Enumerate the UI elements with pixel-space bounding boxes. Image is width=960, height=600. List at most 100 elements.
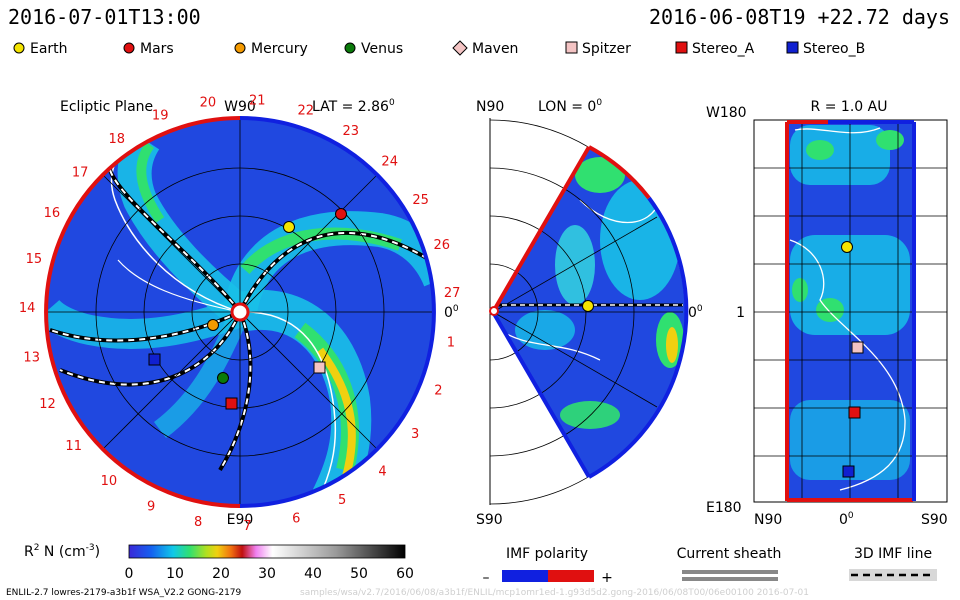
meridional-top-left: N90 — [476, 99, 504, 115]
imf-polarity-positive — [548, 570, 594, 582]
legend-mercury-label: Mercury — [251, 41, 308, 57]
carrington-label: 3 — [411, 427, 419, 442]
carrington-label: 1 — [447, 336, 455, 351]
ecliptic-rim-negative — [44, 116, 241, 508]
colorbar-ticks: 0 10 20 30 40 50 60 — [125, 566, 414, 582]
meridional-rim-north — [491, 145, 591, 314]
carrington-label: 12 — [39, 397, 56, 412]
carrington-label: 23 — [343, 124, 360, 139]
ecliptic-spitzer-marker — [313, 361, 326, 374]
latlon-bottom-left: E180 — [706, 500, 742, 516]
sheath-line-b — [682, 577, 778, 581]
latlon-stereo-b-marker — [842, 465, 855, 478]
colorbar-tick-label: 0 — [125, 566, 134, 582]
timestamp: 2016-07-01T13:00 — [8, 5, 201, 29]
colorbar-gradient — [128, 544, 406, 559]
imf-polarity-negative — [502, 570, 548, 582]
carrington-label: 26 — [434, 238, 451, 253]
ecliptic-rim-positive — [239, 116, 436, 508]
ecliptic-stereo-a-marker — [225, 397, 238, 410]
legend-stereo-b-label: Stereo_B — [803, 41, 865, 57]
carrington-label: 24 — [381, 155, 398, 170]
imf3d-title: 3D IMF line — [854, 546, 932, 562]
legend-venus-marker — [344, 42, 356, 54]
latlon-top-left: W180 — [706, 105, 747, 121]
legend-mars-marker — [123, 42, 135, 54]
meridional-rim-outer — [588, 196, 689, 479]
carrington-label: 27 — [444, 286, 461, 301]
colorbar-label: R2 N (cm-3) — [24, 543, 100, 560]
colorbar-tick-label: 50 — [350, 566, 368, 582]
colorbar-tick-label: 20 — [212, 566, 230, 582]
legend-mercury-marker — [234, 42, 246, 54]
imf-plus: + — [601, 570, 613, 586]
legend-mars-label: Mars — [140, 41, 174, 57]
colorbar-tick-label: 10 — [166, 566, 184, 582]
latlon-spitzer-marker — [851, 341, 864, 354]
legend-earth-label: Earth — [30, 41, 68, 57]
latlon-mid-left: 1 — [736, 305, 745, 321]
carrington-label: 25 — [412, 193, 429, 208]
latlon-stereo-a-marker — [848, 406, 861, 419]
ecliptic-mars-marker — [335, 208, 347, 220]
legend-spitzer-marker — [565, 41, 578, 54]
footer-faint: samples/wsa/v2.7/2016/06/08/a3b1f/ENLIL/… — [300, 588, 809, 598]
meridional-panel: N90 LON = 00 — [476, 98, 703, 528]
sheath-line-a — [682, 570, 778, 574]
legend-spitzer-label: Spitzer — [582, 41, 631, 57]
imf-minus: – — [483, 570, 490, 586]
latlon-x-left: N90 — [754, 512, 782, 528]
carrington-label: 11 — [65, 439, 82, 454]
ecliptic-earth-marker — [283, 221, 295, 233]
latlon-density-blobs — [789, 125, 910, 491]
run-info: 2016-06-08T19 +22.72 days — [649, 5, 950, 29]
ecliptic-title: Ecliptic Plane — [60, 99, 153, 115]
carrington-label: 2 — [434, 384, 442, 399]
imf-legend: IMF polarity – + Current sheath 3D IMF l… — [483, 546, 937, 586]
ecliptic-panel: Ecliptic Plane W90 LAT = 2.860 — [19, 94, 461, 534]
ecliptic-density-field — [46, 118, 434, 506]
latlon-x-mid: 00 — [839, 511, 854, 528]
sheath-title: Current sheath — [677, 546, 782, 562]
legend: Earth Mars Mercury Venus Maven Spitzer S… — [13, 40, 865, 57]
colorbar-tick-label: 30 — [258, 566, 276, 582]
ecliptic-top-label: W90 — [224, 99, 256, 115]
carrington-label: 10 — [101, 474, 118, 489]
legend-venus-label: Venus — [361, 41, 403, 57]
meridional-earth-marker — [582, 300, 594, 312]
carrington-label: 19 — [152, 109, 169, 124]
carrington-label: 21 — [249, 94, 266, 109]
latlon-earth-marker — [841, 241, 853, 253]
colorbar-tick-label: 40 — [304, 566, 322, 582]
meridional-sun — [489, 306, 499, 316]
carrington-label: 18 — [109, 132, 126, 147]
ecliptic-right-label: 00 — [444, 304, 459, 321]
carrington-label: 14 — [19, 301, 36, 316]
legend-earth-marker — [13, 42, 25, 54]
legend-stereo-b-marker — [786, 41, 799, 54]
legend-stereo-a-label: Stereo_A — [692, 41, 755, 57]
latlon-x-right: S90 — [921, 512, 948, 528]
ecliptic-bottom-label: E90 — [227, 512, 254, 528]
carrington-label: 5 — [338, 493, 346, 508]
carrington-label: 13 — [23, 350, 40, 365]
colorbar: R2 N (cm-3) 0 10 20 30 40 50 60 — [24, 543, 414, 582]
latlon-r-label: R = 1.0 AU — [811, 99, 888, 115]
carrington-label: 16 — [44, 206, 61, 221]
latlon-panel: R = 1.0 AU W180 1 E180 — [706, 99, 948, 528]
meridional-rim-top — [588, 145, 651, 200]
colorbar-tick-label: 60 — [396, 566, 414, 582]
carrington-label: 8 — [194, 515, 202, 530]
carrington-label: 4 — [378, 464, 386, 479]
meridional-lon-label: LON = 00 — [538, 98, 602, 115]
meridional-right-label: 00 — [688, 304, 703, 321]
meridional-rim-south — [491, 310, 591, 479]
carrington-label: 15 — [26, 252, 43, 267]
legend-maven-label: Maven — [472, 41, 518, 57]
carrington-label: 6 — [292, 511, 300, 526]
carrington-label: 9 — [147, 500, 155, 515]
ecliptic-stereo-b-marker — [148, 353, 161, 366]
carrington-label: 17 — [72, 165, 89, 180]
